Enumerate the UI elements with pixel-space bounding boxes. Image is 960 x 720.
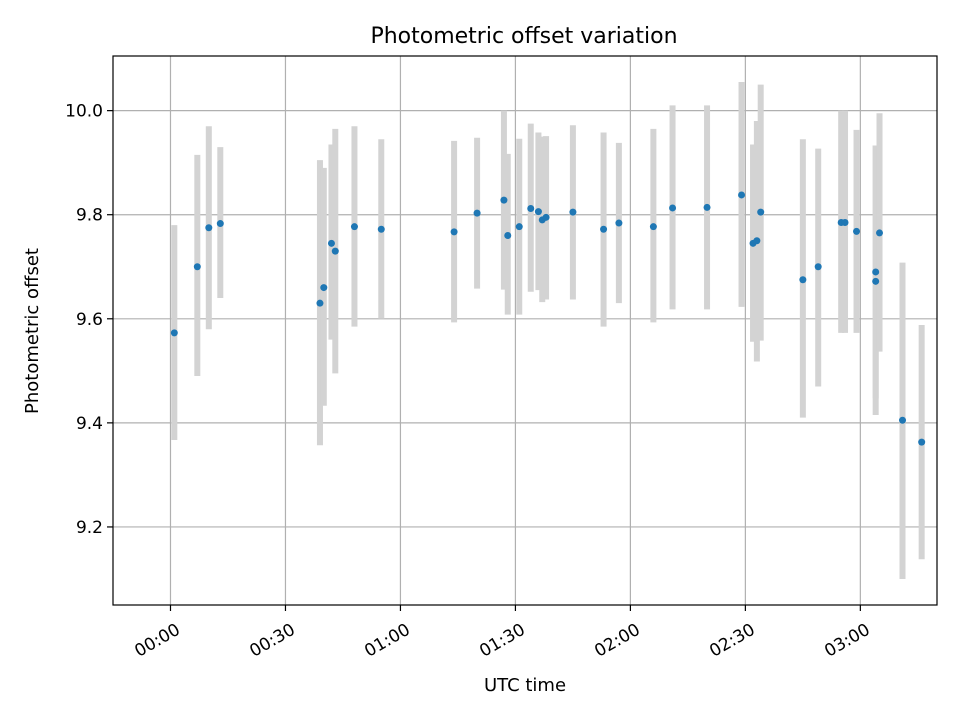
data-point [450, 228, 458, 236]
x-tick-label: 00:30 [246, 620, 298, 662]
data-point [918, 438, 926, 446]
data-point [331, 247, 339, 255]
data-point [527, 204, 535, 212]
data-point [757, 208, 765, 216]
data-point [316, 299, 324, 307]
data-point [600, 225, 608, 233]
data-point [738, 191, 746, 199]
y-tick-label: 9.2 [76, 518, 103, 538]
y-axis-ticks: 9.2 9.4 9.6 9.8 10.0 [65, 102, 113, 538]
data-point [504, 232, 512, 240]
data-point [799, 276, 807, 284]
y-tick-label: 9.6 [76, 310, 103, 330]
data-point [872, 277, 880, 285]
data-point [193, 263, 201, 271]
x-tick-label: 01:30 [476, 620, 528, 662]
data-point [814, 263, 822, 271]
data-point [615, 219, 623, 227]
data-point [500, 196, 508, 204]
data-point [350, 223, 358, 231]
data-point [216, 220, 224, 228]
data-point [899, 416, 907, 424]
data-point [515, 223, 523, 231]
data-point [473, 209, 481, 217]
data-point [876, 229, 884, 237]
x-tick-label: 03:00 [821, 620, 873, 662]
x-axis-ticks: 00:00 00:30 01:00 01:30 02:00 02:30 03:00 [131, 605, 874, 662]
error-bars [171, 82, 925, 579]
data-point [170, 329, 178, 337]
data-point [569, 208, 577, 216]
data-point [534, 208, 542, 216]
data-point [327, 239, 335, 247]
grid [113, 56, 937, 605]
data-point [649, 223, 657, 231]
data-point [669, 204, 677, 212]
data-point [753, 237, 761, 245]
x-tick-label: 01:00 [361, 620, 413, 662]
data-point [205, 224, 213, 232]
data-point [841, 219, 849, 227]
x-tick-label: 00:00 [131, 620, 183, 662]
y-axis-label: Photometric offset [22, 248, 43, 414]
data-points [170, 191, 926, 446]
data-point [542, 213, 550, 221]
y-tick-label: 10.0 [65, 102, 103, 122]
x-tick-label: 02:30 [706, 620, 758, 662]
data-point [703, 203, 711, 211]
data-point [853, 227, 861, 235]
chart-title: Photometric offset variation [370, 24, 677, 49]
x-tick-label: 02:00 [591, 620, 643, 662]
x-axis-label: UTC time [484, 675, 566, 696]
y-tick-label: 9.4 [76, 414, 103, 434]
data-point [320, 284, 328, 292]
data-point [377, 225, 385, 233]
y-tick-label: 9.8 [76, 206, 103, 226]
data-point [872, 268, 880, 276]
plot-frame [112, 55, 938, 606]
